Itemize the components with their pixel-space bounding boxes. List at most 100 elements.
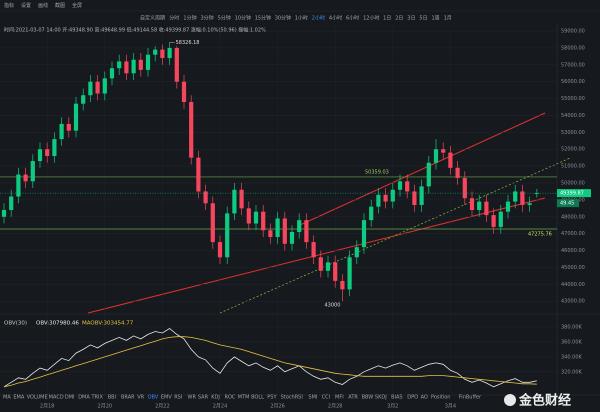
y-tick-label: 51000.00 [561, 164, 585, 170]
x-tick-label: 2月28 [328, 404, 343, 410]
x-tick-label: 3月2 [387, 404, 398, 410]
indicator-tab: WR [188, 395, 197, 401]
watermark-logo [504, 394, 516, 406]
y-tick-label: 360.00K [561, 339, 582, 345]
candle-body [246, 208, 251, 224]
period-tab: 1小时 [295, 15, 308, 22]
obv-readout: OBV:307980.46 [36, 321, 79, 327]
y-tick-label: 44000.00 [561, 282, 585, 288]
candle-body [138, 59, 143, 70]
candle-body [333, 262, 338, 281]
candle-body [383, 194, 388, 202]
candle-body [45, 149, 50, 156]
candle-body [318, 257, 323, 271]
indicator-tab: RSI [174, 395, 182, 401]
period-tab: 2小时 [312, 15, 325, 22]
indicator-tab: BBI [108, 395, 116, 401]
indicator-tab: VOLUME [27, 395, 48, 401]
candle-body [469, 198, 475, 211]
candle-body [376, 194, 381, 207]
candle-body [412, 191, 417, 205]
channel-line [299, 112, 546, 226]
period-tab: 15分钟 [255, 15, 271, 22]
candle-body [534, 193, 539, 194]
y-tick-label: 380.00K [561, 324, 582, 330]
x-tick-label: 3月4 [445, 404, 456, 410]
y-tick-label: 58000.00 [561, 45, 585, 51]
indicator-tab: AO [421, 395, 428, 401]
indicator-tab: VR [137, 395, 144, 401]
period-tab: 分时 [169, 15, 179, 22]
candle-body [491, 215, 496, 227]
candle-body [232, 189, 237, 214]
toolbar-item: 设置 [21, 2, 31, 9]
indicator-tab: EMV [161, 395, 172, 401]
period-tab: 10分钟 [235, 15, 251, 22]
high-label: 58326.18 [176, 40, 200, 46]
period-tab: 自定义周期 [140, 15, 165, 22]
low-label: 43000 [324, 303, 340, 309]
candle-body [390, 189, 395, 202]
obv-title: OBV(30) [4, 321, 27, 327]
period-tab: 4小时 [329, 15, 342, 22]
x-tick-label: 2月22 [155, 404, 170, 410]
candle-body [217, 242, 223, 258]
x-tick-label: 2月26 [270, 404, 285, 410]
toolbar-item: 截图 [55, 2, 65, 9]
period-tab: 3分钟 [201, 15, 214, 22]
candle-body [16, 174, 21, 197]
candle-body [88, 81, 93, 96]
period-tab: 2日 [395, 16, 403, 22]
indicator-tab: TRIX [91, 395, 104, 401]
y-tick-label: 47000.00 [561, 231, 585, 237]
y-tick-label: 54000.00 [561, 113, 585, 119]
candle-body [160, 49, 165, 59]
candle-body [59, 123, 64, 140]
candle-body [95, 81, 100, 94]
y-tick-label: 46000.00 [561, 248, 585, 254]
watermark: 金色财经 [518, 393, 571, 409]
candle-body [9, 196, 14, 211]
candle-body [426, 162, 431, 187]
indicator-tab: MTM [238, 395, 250, 401]
indicator-tab: BIAS [391, 395, 403, 401]
indicator-tab: ROC [225, 395, 236, 401]
indicator-tab: SMI [308, 395, 317, 401]
period-tab: 5日 [419, 16, 427, 22]
candle-body [297, 220, 302, 232]
candle-body [347, 257, 352, 290]
candle-body [1, 210, 7, 217]
candle-body [304, 220, 309, 243]
candle-body [513, 191, 518, 202]
indicator-tab: BBW [362, 395, 374, 401]
candle-body [361, 220, 367, 248]
candle-body [455, 167, 460, 178]
candle-body [405, 181, 410, 192]
price-tag-label: 49399.87 [560, 191, 584, 197]
indicator-tab: MA [3, 395, 11, 401]
indicator-tab: DPO [407, 395, 418, 401]
indicator-tab: MFI [335, 395, 344, 401]
candle-body [340, 280, 345, 290]
period-tab: 1月 [444, 16, 452, 22]
indicator-tab: BRAR [121, 395, 135, 401]
candle-body [441, 149, 446, 153]
candle-body [397, 181, 403, 190]
x-tick-label: 2月18 [40, 404, 55, 410]
period-tab: 6小时 [346, 15, 359, 22]
candle-body [30, 161, 35, 182]
candle-body [124, 61, 129, 74]
period-tab: 3日 [407, 16, 415, 22]
candle-body [109, 68, 115, 79]
period-tab: 12小时 [363, 15, 379, 22]
indicator-tab: ATR [348, 395, 358, 401]
x-tick-label: 2月20 [98, 404, 113, 410]
candle-body [239, 189, 244, 209]
indicator-tab: OBV [148, 395, 159, 401]
ohlc-header: 时间:2021-03-07 14:00 开:49348.90 高:49648.9… [4, 27, 266, 34]
candle-body [448, 152, 453, 168]
obv-line [3, 336, 537, 388]
candle-body [145, 54, 151, 70]
